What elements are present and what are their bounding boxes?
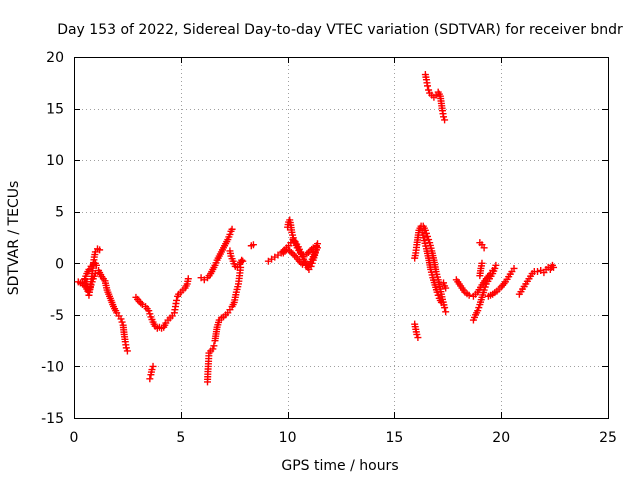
data-point bbox=[122, 344, 130, 352]
data-points bbox=[74, 71, 558, 386]
data-point bbox=[249, 241, 257, 249]
data-point bbox=[209, 345, 217, 353]
data-point bbox=[441, 116, 449, 124]
data-point bbox=[480, 244, 488, 252]
x-tick-label: 10 bbox=[279, 430, 297, 446]
data-point bbox=[314, 244, 322, 252]
data-point bbox=[550, 263, 558, 271]
data-point bbox=[414, 334, 422, 342]
data-point bbox=[440, 113, 448, 121]
data-point bbox=[442, 308, 450, 316]
data-point bbox=[228, 225, 236, 233]
x-tick-label: 15 bbox=[385, 430, 403, 446]
data-point bbox=[283, 246, 291, 254]
data-point bbox=[149, 362, 157, 370]
data-point bbox=[291, 252, 299, 260]
data-point bbox=[304, 248, 312, 256]
y-tick-label: 20 bbox=[46, 50, 64, 66]
data-point bbox=[475, 304, 483, 312]
y-tick-label: 15 bbox=[46, 102, 64, 118]
x-axis-label: GPS time / hours bbox=[281, 458, 398, 474]
y-axis-label: SDTVAR / TECUs bbox=[6, 181, 22, 296]
data-point bbox=[437, 298, 445, 306]
plot-frame bbox=[74, 57, 609, 419]
data-point bbox=[238, 256, 246, 264]
data-point bbox=[118, 318, 126, 326]
data-point bbox=[478, 259, 486, 267]
x-tick-label: 25 bbox=[599, 430, 617, 446]
grid bbox=[74, 57, 608, 418]
data-point bbox=[300, 251, 308, 259]
data-point bbox=[424, 82, 432, 90]
y-tick-label: -10 bbox=[41, 359, 64, 375]
data-point bbox=[303, 250, 311, 258]
data-point bbox=[441, 304, 449, 312]
data-point bbox=[135, 297, 143, 305]
data-point bbox=[474, 307, 482, 315]
y-tick-label: 10 bbox=[46, 153, 64, 169]
axis-ticks bbox=[74, 57, 609, 419]
data-point bbox=[137, 299, 145, 307]
y-tick-label: 5 bbox=[55, 205, 64, 221]
data-point bbox=[91, 270, 99, 278]
data-point bbox=[295, 257, 303, 265]
x-tick-label: 0 bbox=[70, 430, 79, 446]
data-point bbox=[289, 250, 297, 258]
data-point bbox=[88, 278, 96, 286]
data-point bbox=[146, 375, 154, 383]
data-point bbox=[306, 247, 314, 255]
data-point bbox=[210, 342, 218, 350]
y-tick-label: -15 bbox=[41, 411, 64, 427]
chart-title: Day 153 of 2022, Sidereal Day-to-day VTE… bbox=[57, 22, 623, 38]
data-point bbox=[239, 257, 247, 265]
data-point bbox=[510, 264, 518, 272]
data-point bbox=[145, 307, 153, 315]
data-point bbox=[287, 248, 295, 256]
data-point bbox=[286, 247, 294, 255]
data-point bbox=[433, 288, 441, 296]
data-point bbox=[148, 366, 156, 374]
data-point bbox=[434, 291, 442, 299]
data-point bbox=[279, 249, 287, 257]
y-tick-label: -5 bbox=[50, 308, 64, 324]
data-point bbox=[297, 259, 305, 267]
data-point bbox=[123, 347, 131, 355]
data-point bbox=[425, 236, 433, 244]
data-point bbox=[440, 279, 448, 287]
data-point bbox=[146, 310, 154, 318]
data-point bbox=[534, 268, 542, 276]
data-point bbox=[299, 260, 307, 268]
data-point bbox=[226, 230, 234, 238]
data-point bbox=[302, 261, 310, 269]
data-point bbox=[184, 275, 192, 283]
x-tick-label: 5 bbox=[176, 430, 185, 446]
data-point bbox=[480, 286, 488, 294]
data-point bbox=[96, 246, 104, 254]
data-point bbox=[481, 283, 489, 291]
data-point bbox=[422, 229, 430, 237]
data-point bbox=[413, 330, 421, 338]
data-point bbox=[442, 284, 450, 292]
data-point bbox=[465, 291, 473, 299]
x-tick-label: 20 bbox=[492, 430, 510, 446]
data-point bbox=[425, 86, 433, 94]
y-tick-label: 0 bbox=[55, 256, 64, 272]
data-point bbox=[424, 232, 432, 240]
data-point bbox=[87, 281, 95, 289]
data-point bbox=[491, 264, 499, 272]
data-point bbox=[173, 296, 181, 304]
data-point bbox=[117, 315, 125, 323]
data-point bbox=[492, 261, 500, 269]
y-tick-labels: -15 -10 -5 0 5 10 15 20 bbox=[41, 50, 64, 427]
data-point bbox=[92, 261, 100, 269]
x-tick-labels: 0 5 10 15 20 25 bbox=[70, 430, 617, 446]
